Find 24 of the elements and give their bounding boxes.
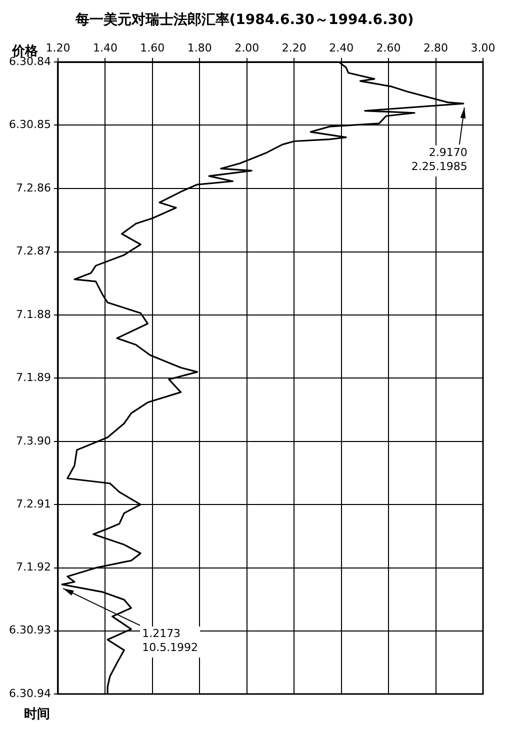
y-tick-label: 7.1.92 xyxy=(16,560,51,574)
x-tick-label: 1.20 xyxy=(46,41,70,54)
y-tick-label: 7.2.87 xyxy=(16,244,51,258)
chart-title: 每一美元对瑞士法郎汇率(1984.6.30～1994.6.30) xyxy=(74,11,414,28)
y-tick-label: 7.1.88 xyxy=(16,308,51,321)
y-tick-label: 7.1.89 xyxy=(16,371,51,384)
x-tick-label: 2.80 xyxy=(424,41,448,54)
x-tick-label: 1.60 xyxy=(140,41,165,54)
x-tick-label: 1.80 xyxy=(187,41,212,54)
y-tick-label: 6.30.93 xyxy=(8,624,51,637)
y-tick-label: 6.30.85 xyxy=(8,118,51,132)
y-axis-title: 时间 xyxy=(24,706,50,722)
x-tick-label: 2.20 xyxy=(282,41,306,54)
x-tick-label: 2.60 xyxy=(376,41,401,54)
x-tick-label: 3.00 xyxy=(470,41,496,54)
x-tick-label: 1.40 xyxy=(92,41,118,54)
y-tick-label: 7.3.90 xyxy=(16,434,51,448)
y-tick-label: 7.2.91 xyxy=(16,498,51,511)
annotation: 1.2173 10.5.1992 xyxy=(142,626,198,654)
annotation: 2.9170 2.25.1985 xyxy=(411,146,468,173)
y-tick-label: 6.30.94 xyxy=(8,686,51,700)
y-tick-label: 7.2.86 xyxy=(16,182,51,195)
x-tick-label: 2.00 xyxy=(234,41,260,54)
x-tick-label: 2.40 xyxy=(329,41,354,54)
